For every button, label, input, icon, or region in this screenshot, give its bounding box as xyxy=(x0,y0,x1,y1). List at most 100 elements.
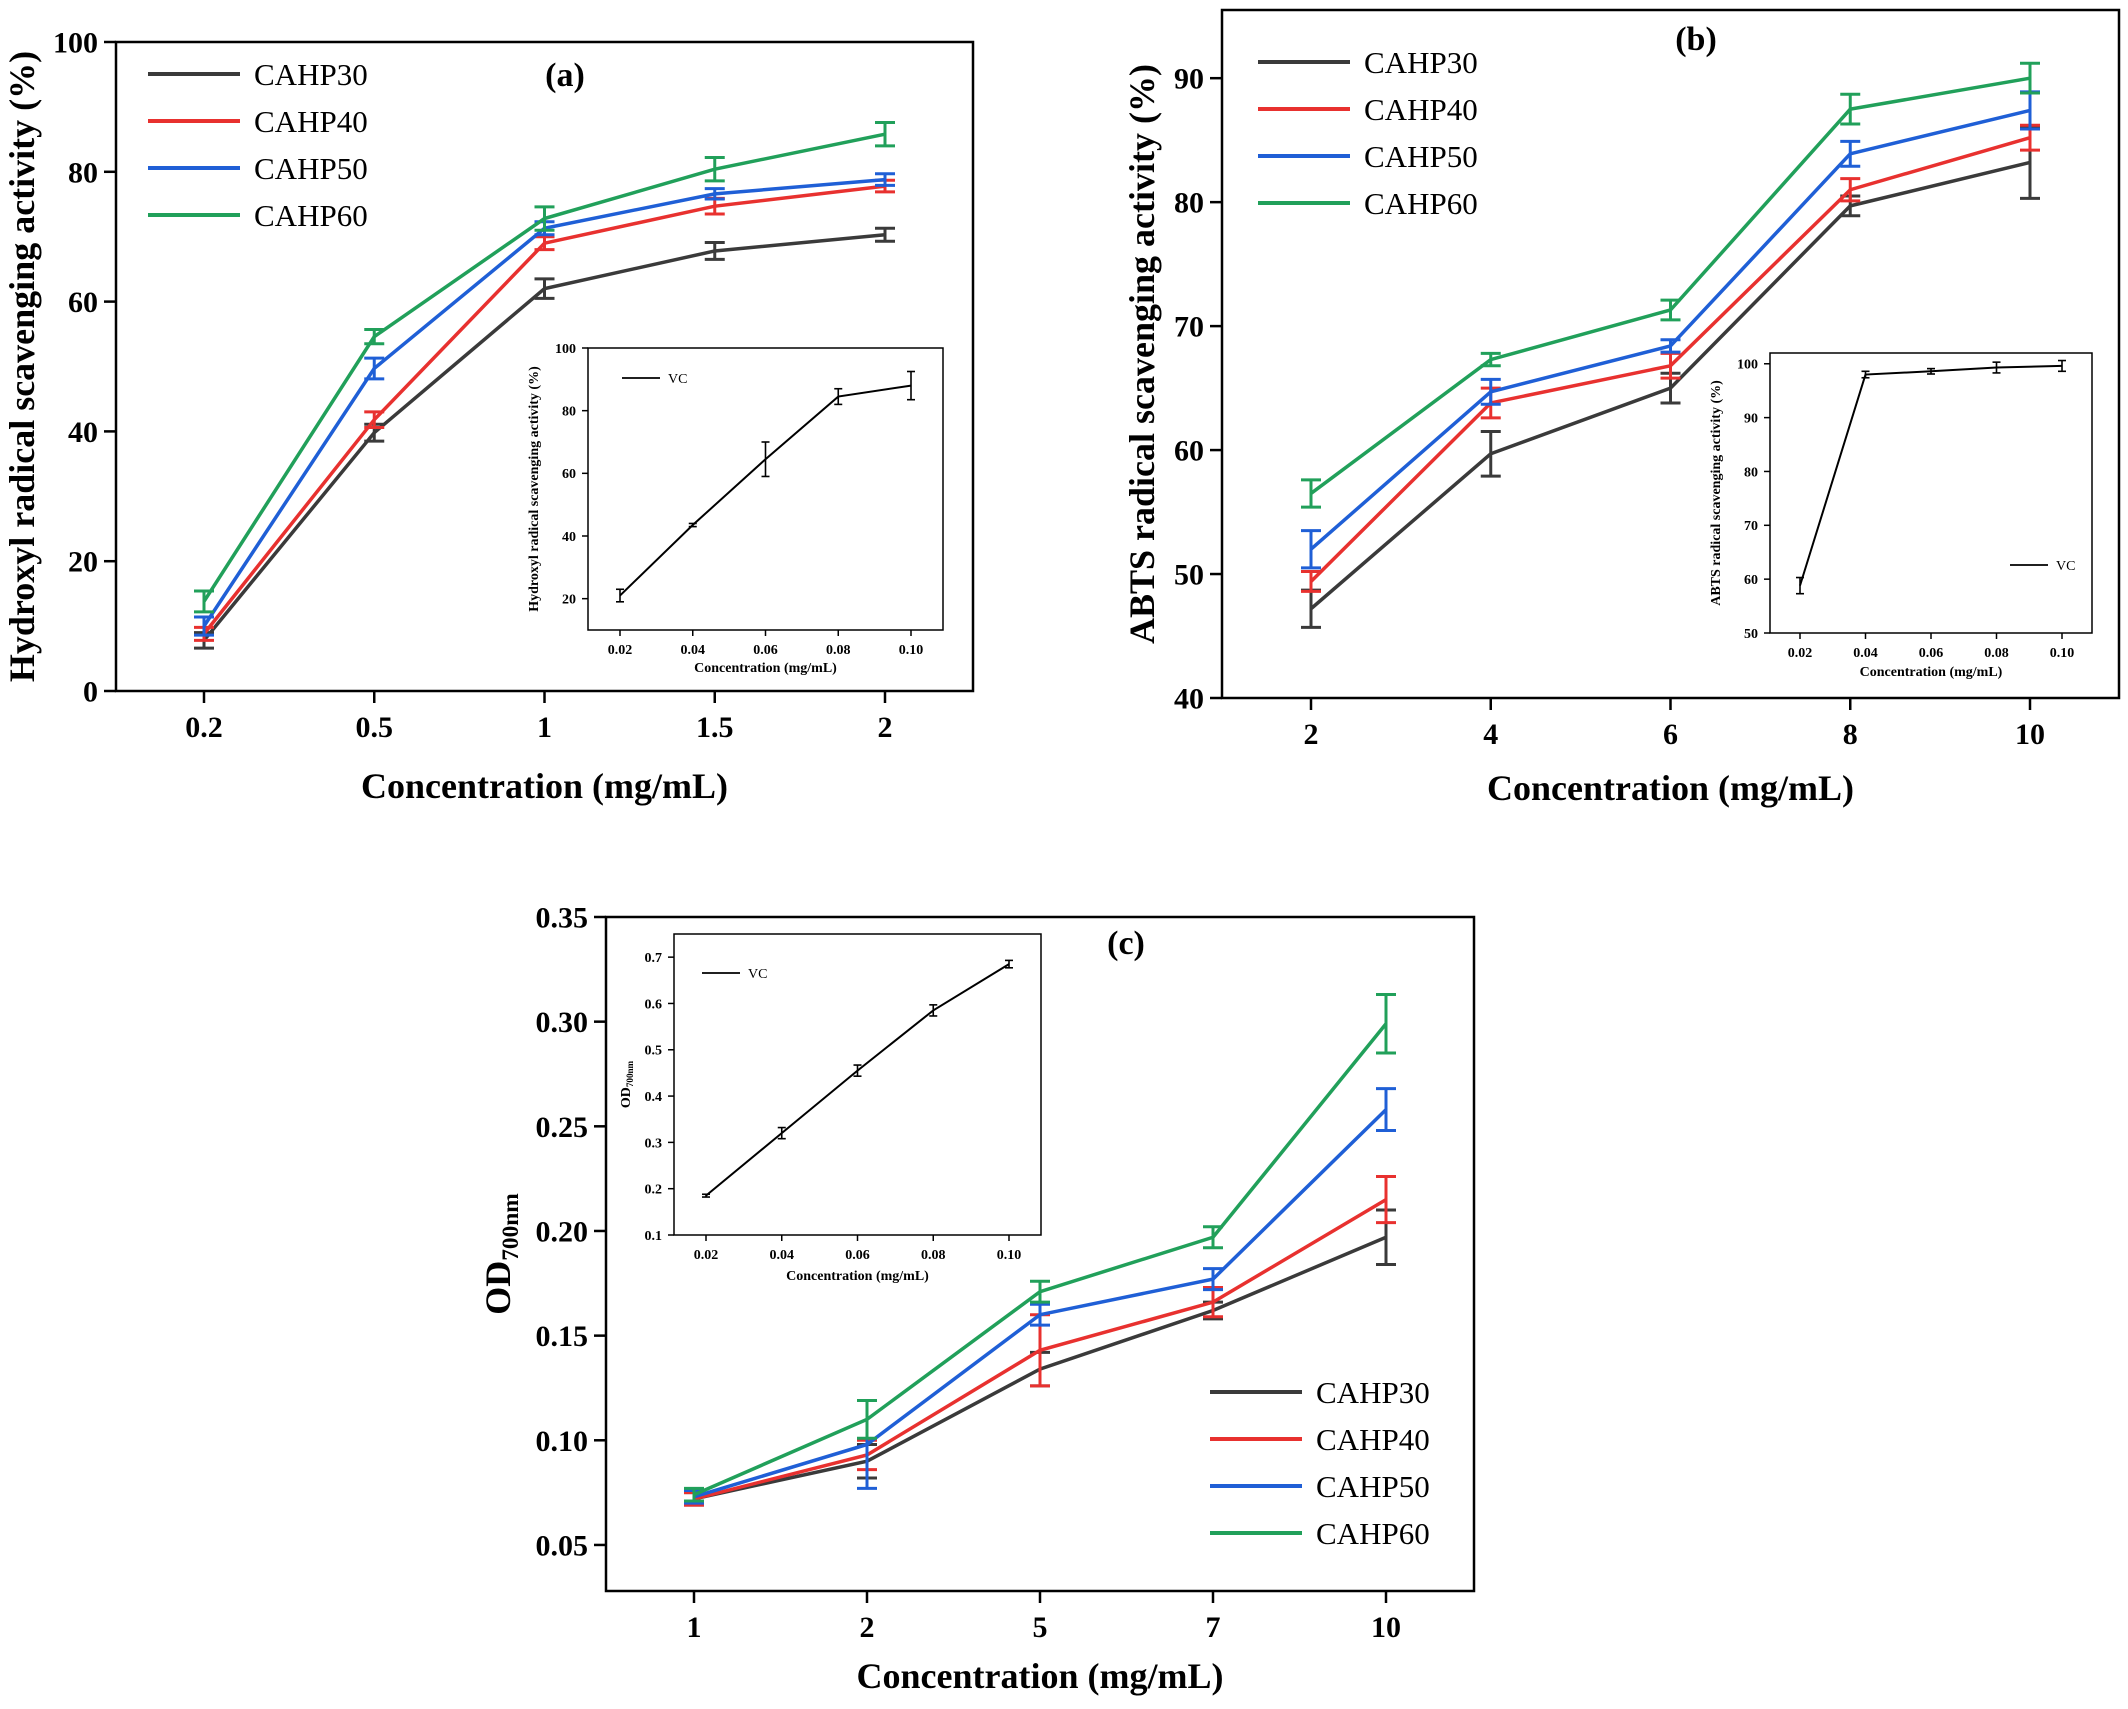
inset-x-tick-label: 0.10 xyxy=(997,1248,1022,1263)
y-tick-label: 0 xyxy=(83,676,98,709)
inset-legend-label-vc: VC xyxy=(748,967,767,982)
inset-x-axis-label: Concentration (mg/mL) xyxy=(1860,665,2003,680)
inset-chart: 0.02 0.04 0.06 0.08 0.10 50 60 70 80 90 100 Concent… xyxy=(1709,349,2096,680)
inset-background xyxy=(584,344,947,634)
x-tick-label: 2 xyxy=(878,711,893,744)
legend-label-cahp30: CAHP30 xyxy=(1316,1375,1430,1410)
legend-label-cahp60: CAHP60 xyxy=(1364,186,1478,221)
panel-label: (b) xyxy=(1675,21,1717,58)
inset-legend-label-vc: VC xyxy=(668,372,687,387)
y-tick-label: 0.25 xyxy=(536,1111,589,1144)
x-tick-label: 10 xyxy=(2015,718,2045,751)
inset-x-axis-label: Concentration (mg/mL) xyxy=(786,1269,929,1284)
x-axis-label: Concentration (mg/mL) xyxy=(361,766,728,806)
y-tick-label: 80 xyxy=(68,156,98,189)
inset-chart: 0.02 0.04 0.06 0.08 0.10 0.1 0.2 0.3 0.4 0.5 0.6 0.… xyxy=(619,930,1045,1284)
inset-y-tick-label: 100 xyxy=(555,342,576,357)
panel-label: (a) xyxy=(545,57,585,94)
x-tick-label: 0.5 xyxy=(356,711,394,744)
inset-y-axis-label-main: OD xyxy=(619,1087,634,1108)
legend-label-cahp50: CAHP50 xyxy=(1364,139,1478,174)
y-tick-label: 0.10 xyxy=(536,1425,589,1458)
y-tick-label: 80 xyxy=(1174,187,1204,220)
inset-y-tick-label: 0.4 xyxy=(645,1090,663,1105)
inset-y-axis-label: Hydroxyl radical scavenging activity (%) xyxy=(527,366,542,612)
chart-panel-2: 1 2 5 7 10 0.05 0.10 0.15 0.20 0.25 0.30 0.35 Concen… xyxy=(478,902,1476,1696)
inset-x-tick-label: 0.04 xyxy=(1853,646,1878,661)
inset-y-tick-label: 0.5 xyxy=(645,1044,663,1059)
x-tick-label: 2 xyxy=(860,1611,875,1644)
inset-x-tick-label: 0.08 xyxy=(921,1248,946,1263)
x-axis-label: Concentration (mg/mL) xyxy=(857,1656,1224,1696)
x-tick-label: 4 xyxy=(1483,718,1498,751)
inset-y-tick-label: 80 xyxy=(562,405,576,420)
x-tick-label: 1 xyxy=(687,1611,702,1644)
y-tick-label: 20 xyxy=(68,546,98,579)
inset-x-tick-label: 0.02 xyxy=(694,1248,719,1263)
legend-label-cahp60: CAHP60 xyxy=(254,198,368,233)
inset-x-tick-label: 0.08 xyxy=(1984,646,2009,661)
legend-label-cahp40: CAHP40 xyxy=(1364,92,1478,127)
legend-label-cahp30: CAHP30 xyxy=(254,57,368,92)
y-tick-label: 0.20 xyxy=(536,1215,589,1248)
inset-y-tick-label: 100 xyxy=(1737,358,1758,373)
inset-x-tick-label: 0.04 xyxy=(770,1248,795,1263)
inset-x-tick-label: 0.08 xyxy=(826,643,851,658)
inset-x-tick-label: 0.06 xyxy=(1919,646,1944,661)
inset-y-tick-label: 0.6 xyxy=(645,997,663,1012)
legend-label-cahp50: CAHP50 xyxy=(1316,1469,1430,1504)
legend-label-cahp30: CAHP30 xyxy=(1364,45,1478,80)
inset-y-axis-label: OD700nm xyxy=(619,1060,635,1108)
inset-x-axis-label: Concentration (mg/mL) xyxy=(694,661,837,676)
inset-y-tick-label: 0.2 xyxy=(645,1183,663,1198)
x-axis-label: Concentration (mg/mL) xyxy=(1487,768,1854,808)
inset-x-tick-label: 0.06 xyxy=(845,1248,870,1263)
x-tick-label: 1 xyxy=(537,711,552,744)
y-axis-label-sub: 700nm xyxy=(498,1193,524,1261)
inset-y-tick-label: 0.3 xyxy=(645,1136,663,1151)
inset-y-tick-label: 60 xyxy=(562,467,576,482)
inset-chart: 0.02 0.04 0.06 0.08 0.10 20 40 60 80 100 Concentra… xyxy=(527,342,947,676)
y-tick-label: 0.05 xyxy=(536,1529,589,1562)
x-tick-label: 7 xyxy=(1206,1611,1221,1644)
inset-x-tick-label: 0.02 xyxy=(608,643,633,658)
legend-label-cahp40: CAHP40 xyxy=(254,104,368,139)
inset-y-axis-label-sub: 700nm xyxy=(625,1060,635,1087)
inset-x-tick-label: 0.10 xyxy=(2050,646,2075,661)
inset-x-tick-label: 0.06 xyxy=(753,643,778,658)
panel-label: (c) xyxy=(1107,925,1145,962)
x-tick-label: 10 xyxy=(1371,1611,1401,1644)
y-tick-label: 0.35 xyxy=(536,902,589,935)
x-tick-label: 1.5 xyxy=(696,711,734,744)
y-tick-label: 90 xyxy=(1174,63,1204,96)
legend-label-cahp50: CAHP50 xyxy=(254,151,368,186)
y-tick-label: 60 xyxy=(68,286,98,319)
y-tick-label: 0.30 xyxy=(536,1006,589,1039)
inset-y-tick-label: 20 xyxy=(562,593,576,608)
inset-x-tick-label: 0.10 xyxy=(899,643,924,658)
inset-y-axis-label: ABTS radical scavenging activity (%) xyxy=(1709,380,1724,606)
y-axis-label-main: OD xyxy=(478,1261,518,1315)
x-tick-label: 0.2 xyxy=(185,711,223,744)
inset-y-tick-label: 60 xyxy=(1744,573,1758,588)
x-tick-label: 2 xyxy=(1304,718,1319,751)
y-tick-label: 40 xyxy=(1174,683,1204,716)
inset-x-tick-label: 0.04 xyxy=(681,643,706,658)
inset-background xyxy=(1766,349,2096,637)
y-tick-label: 50 xyxy=(1174,559,1204,592)
y-tick-label: 70 xyxy=(1174,311,1204,344)
legend-label-cahp40: CAHP40 xyxy=(1316,1422,1430,1457)
y-tick-label: 60 xyxy=(1174,435,1204,468)
inset-legend-label-vc: VC xyxy=(2056,559,2075,574)
inset-background xyxy=(670,930,1045,1239)
y-tick-label: 100 xyxy=(53,27,98,60)
inset-y-tick-label: 0.7 xyxy=(645,951,663,966)
x-tick-label: 5 xyxy=(1033,1611,1048,1644)
inset-y-tick-label: 50 xyxy=(1744,627,1758,642)
y-axis-label: Hydroxyl radical scavenging activity (%) xyxy=(2,51,42,682)
chart-panel-1: 2 4 6 8 10 40 50 60 70 80 90 Concentration (mg/mL) A… xyxy=(1122,8,2121,808)
y-axis-label: ABTS radical scavenging activity (%) xyxy=(1122,64,1162,644)
inset-y-tick-label: 40 xyxy=(562,530,576,545)
inset-y-tick-label: 70 xyxy=(1744,519,1758,534)
